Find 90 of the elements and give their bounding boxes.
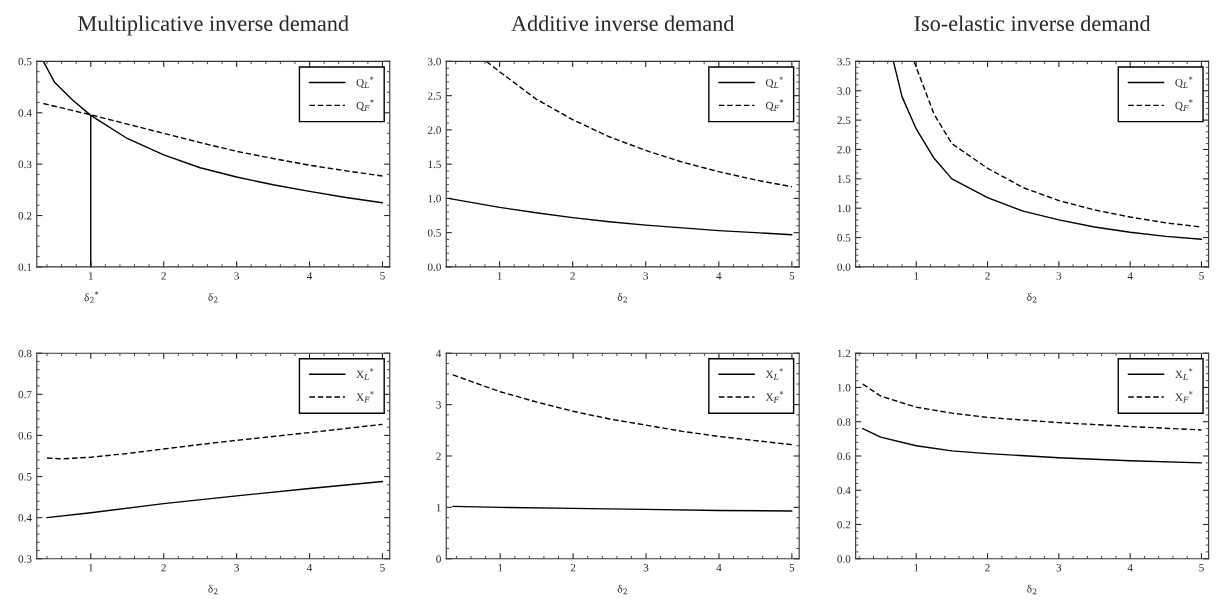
y-tick-label: 1.0 [428,194,441,203]
chart-title: Additive inverse demand [511,15,735,32]
x-axis-title: δ$_{2}$ [1027,584,1037,595]
legend-label: X$_{F}$$^{*}$ [1175,390,1193,403]
x-tick-label: 3 [234,563,239,572]
x-tick-label: 4 [1127,272,1133,280]
y-tick-label: 0.5 [18,473,32,481]
y-tick-label: 0.8 [18,349,32,358]
x-tick-label: 4 [1127,564,1133,572]
y-tick-label: 0.0 [427,263,441,271]
x-tick-label: 3 [643,272,649,280]
x-tick-label: 1 [498,563,503,572]
y-tick-label: 0.4 [18,109,32,117]
y-tick-label: 0.0 [837,555,851,563]
x-tick-label: 3 [1056,563,1062,572]
legend-label: Q$_{F}$$^{*}$ [765,99,784,111]
x-tick-label: 2 [985,272,990,280]
y-tick-label: 0.8 [837,418,851,426]
y-tick-label: 4 [436,349,442,358]
y-tick-label: 2 [436,452,441,460]
x-tick-label: 5 [789,564,795,572]
legend-label: Q$_{F}$$^{*}$ [1175,99,1193,111]
x-tick-label: 5 [789,272,795,280]
y-tick-label: 0.2 [837,520,851,529]
legend-label: X$_{L}$$^{*}$ [765,368,783,380]
y-tick-label: 1.0 [837,383,851,392]
x-tick-label: 2 [161,563,166,572]
y-tick-label: 3 [436,401,441,409]
x-tick-label: 2 [985,563,990,572]
legend-label: X$_{L}$$^{*}$ [356,368,374,380]
x-tick-label: 4 [716,564,722,572]
x-tick-label: 5 [380,272,385,280]
y-tick-label: 2.0 [427,126,441,134]
text: δ$_{2}$$^{*}$ [84,291,99,303]
x-tick-label: 4 [306,564,313,572]
legend-label: X$_{F}$$^{*}$ [765,390,784,403]
y-tick-label: 1.0 [837,204,851,213]
x-tick-label: 5 [380,564,385,572]
y-tick-label: 0.4 [837,486,851,495]
x-tick-label: 2 [161,272,166,280]
x-axis-title: δ$_{2}$ [1027,292,1037,303]
x-tick-label: 1 [88,272,93,280]
y-tick-label: 1.5 [428,160,441,169]
y-tick-label: 2.5 [427,92,441,100]
x-tick-label: 2 [570,563,576,572]
legend-label: X$_{L}$$^{*}$ [1175,368,1193,380]
x-tick-label: 1 [914,272,919,280]
chart-title: Multiplicative inverse demand [78,15,349,36]
y-tick-label: 0.5 [837,234,851,242]
y-tick-label: 2.5 [837,116,851,125]
y-tick-label: 3.5 [837,57,851,66]
x-tick-label: 3 [234,272,239,280]
y-tick-label: 0.5 [18,57,32,66]
legend-label: Q$_{L}$$^{*}$ [356,76,374,89]
x-tick-label: 1 [497,272,502,280]
legend-label: X$_{F}$$^{*}$ [356,390,374,403]
legend-label: Q$_{F}$$^{*}$ [356,99,374,111]
x-tick-label: 5 [1199,564,1204,572]
y-tick-label: 0.2 [18,212,32,220]
chart-title: Iso-elastic inverse demand [914,15,1151,32]
y-tick-label: 0.5 [427,229,441,237]
x-tick-label: 4 [306,272,313,280]
x-tick-label: 2 [570,272,575,280]
x-tick-label: 1 [914,563,919,572]
legend-label: Q$_{L}$$^{*}$ [765,76,783,89]
x-tick-label: 5 [1199,272,1204,280]
y-tick-label: 3.0 [428,57,441,66]
y-tick-label: 0.4 [18,514,32,522]
x-tick-label: 3 [643,563,649,572]
y-tick-label: 0 [436,555,441,563]
y-tick-label: 1 [436,503,441,512]
y-tick-label: 2.0 [837,145,851,154]
y-tick-label: 0.3 [18,160,32,169]
y-tick-label: 0.6 [18,431,32,440]
x-tick-label: 1 [88,563,93,572]
x-axis-title: δ$_{2}$ [617,292,627,303]
legend-label: Q$_{L}$$^{*}$ [1175,76,1193,89]
y-tick-label: 0.6 [837,452,851,460]
x-tick-label: 4 [716,272,722,280]
x-axis-title: δ$_{2}$ [617,584,627,595]
y-tick-label: 3.0 [837,87,851,95]
y-tick-label: 0.1 [18,263,32,271]
y-tick-label: 0.3 [18,555,32,563]
y-tick-label: 1.5 [837,175,851,183]
y-tick-label: 0.7 [18,390,32,399]
y-tick-label: 0.0 [837,263,851,271]
x-tick-label: 3 [1056,272,1062,280]
y-tick-label: 1.2 [837,349,851,358]
x-axis-title: δ$_{2}$ [208,292,218,303]
x-axis-title: δ$_{2}$ [208,584,218,595]
